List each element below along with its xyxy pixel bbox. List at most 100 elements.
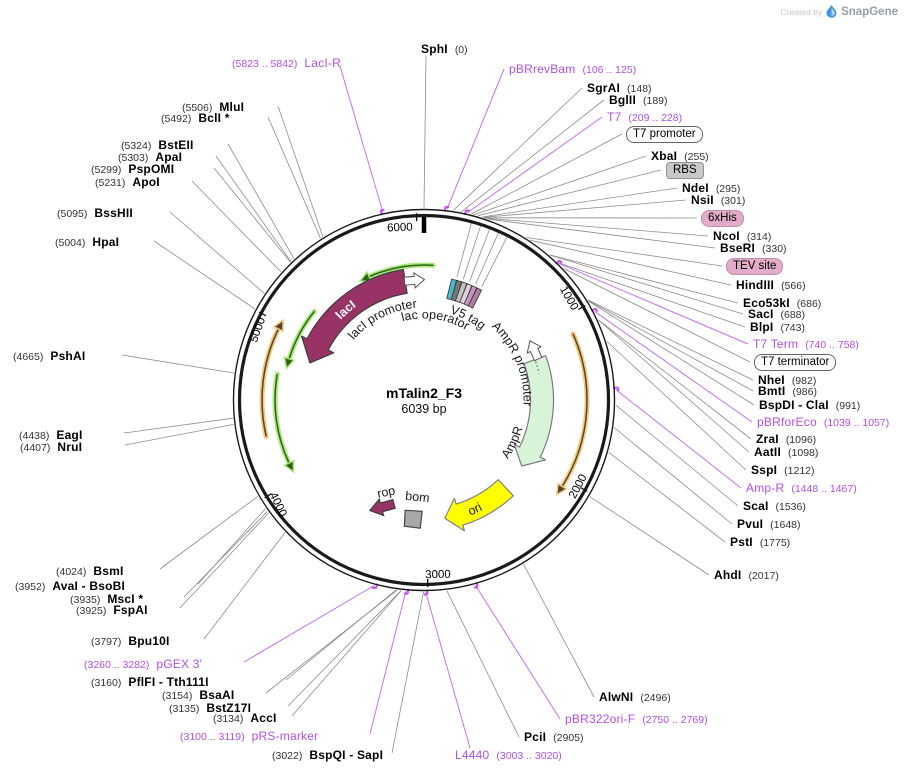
connector-mlui <box>277 105 324 237</box>
connector-blpi <box>557 262 746 328</box>
watermark-prefix: Created by <box>780 6 823 17</box>
connector-msci <box>183 511 268 598</box>
connector-l4440 <box>425 591 471 749</box>
connector-bsshii <box>169 211 265 294</box>
connector-t7-term <box>558 262 749 345</box>
connector-pbrforeco <box>594 310 753 423</box>
plasmid-size: 6039 bp <box>401 402 447 416</box>
connector-ndei <box>481 187 678 218</box>
connector-alwni <box>523 564 595 698</box>
connector-pflfi-tth111i <box>285 589 397 681</box>
plasmid-title: mTalin2_F3 <box>386 385 462 401</box>
tick-2000 <box>579 486 588 492</box>
ampr-dotted-tick <box>535 361 540 374</box>
tick-label-3000: 3000 <box>425 569 451 581</box>
v5-tag-box-5 <box>467 287 483 309</box>
orf-green-mid-core <box>288 310 315 360</box>
connector-pspomi <box>213 167 291 263</box>
connector-bsteii <box>227 143 295 259</box>
connector-bspqi-sapi <box>391 591 424 754</box>
connector-t7-terminator <box>563 268 751 363</box>
AmpR-promoter-arrow <box>526 339 543 362</box>
feature-rop-arrow <box>368 497 396 517</box>
feature-label-ori: ori <box>466 500 484 518</box>
connector-ncoi <box>485 217 709 237</box>
connector-nsii <box>483 199 687 218</box>
connector-apai <box>215 155 292 262</box>
connector-zrai <box>598 319 752 440</box>
curved-label-ampr-promoter: AmpR promoter <box>489 319 534 407</box>
backbone-outer-ring <box>232 208 616 592</box>
connector-pcii <box>446 590 520 738</box>
connector-ahdi <box>589 496 710 576</box>
connector-tev-site <box>526 237 723 267</box>
watermark-brand: SnapGene <box>841 5 898 18</box>
connector-nrui <box>124 424 234 446</box>
tag-connector-0 <box>456 223 472 278</box>
connector-bmti <box>588 300 754 392</box>
curved-label-v5-tag: V5 tag <box>449 303 488 333</box>
orf-green-inner-head <box>282 459 295 474</box>
orf-green-inner-glow <box>272 371 292 466</box>
connector-hindiii <box>530 239 732 286</box>
feature-bom-box <box>403 509 423 529</box>
feature-label-bom: bom <box>405 489 431 505</box>
connector-pshai <box>121 354 234 374</box>
tag-connector-3 <box>475 232 499 285</box>
feature-label-rop: rop <box>376 483 397 500</box>
tick-label-6000: 6000 <box>387 222 413 235</box>
tick-label-4000: 4000 <box>267 491 289 519</box>
connector-rbs <box>477 169 662 217</box>
connector-eco53ki <box>549 254 739 304</box>
connector-bpu10i <box>203 532 286 640</box>
connector-sgrai <box>453 87 583 211</box>
connector-saci <box>549 254 744 315</box>
connector-pgex-3 <box>243 585 375 663</box>
connector-t7 <box>466 116 603 214</box>
connector-acci <box>291 590 402 717</box>
connector-bcli <box>267 116 321 239</box>
orf-ampr-core <box>561 333 588 487</box>
connector-prs-marker <box>369 590 407 735</box>
connector-avai-bsobi <box>197 508 266 585</box>
connector-bstz17i <box>287 590 402 707</box>
connector-bsmi <box>159 495 259 570</box>
tick-5000 <box>258 311 267 317</box>
tag-connector-2 <box>469 229 490 282</box>
connector-amp-r <box>615 389 742 489</box>
connector-xbai <box>474 155 647 216</box>
connector-bspdi-clai <box>588 300 755 406</box>
connector-pbr322ori-f <box>474 584 561 720</box>
lacI-promoter-arrow <box>403 271 426 289</box>
orf-ampr-head <box>555 482 568 497</box>
connector-bglii <box>461 99 605 213</box>
backbone-inner-ring <box>237 213 611 587</box>
tag-connector-1 <box>462 225 481 280</box>
connector-bseri <box>488 218 716 249</box>
tick-4000 <box>264 493 272 499</box>
feature-ampr-arrow <box>513 355 555 467</box>
connector-t7-promoter <box>471 133 623 215</box>
connector-pbrrevbam <box>446 68 505 210</box>
connector-sphi <box>423 55 427 209</box>
tag-connector-4 <box>481 236 508 288</box>
snapgene-watermark: Created by SnapGene <box>781 5 898 18</box>
orf-left-orange-core <box>261 328 280 437</box>
orf-green-outer-core <box>368 264 434 278</box>
orf-left-orange-head <box>272 318 284 333</box>
feature-laci-arrow <box>301 269 408 364</box>
connector-laci-r <box>339 65 384 213</box>
connector-hpai <box>153 240 256 310</box>
connector-pvui <box>613 427 733 525</box>
orf-green-inner-core <box>274 373 290 464</box>
connector-aatii <box>598 319 750 453</box>
connector-fspai <box>179 512 269 609</box>
connector-apoi <box>191 180 282 273</box>
connector-scai <box>615 404 739 507</box>
connector-sspi <box>606 341 747 471</box>
orf-green-mid-head <box>283 356 296 371</box>
feature-ori-arrow <box>444 479 514 532</box>
snapgene-logo-icon <box>826 5 837 18</box>
